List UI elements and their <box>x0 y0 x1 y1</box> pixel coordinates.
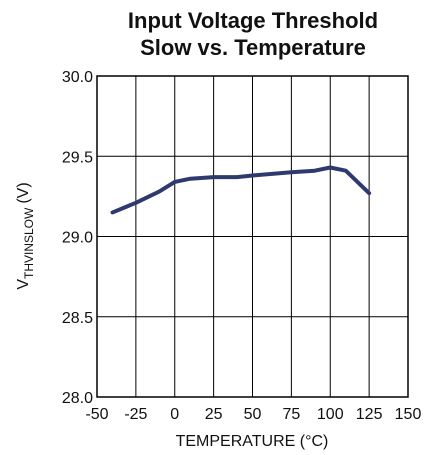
x-tick-label: 150 <box>395 406 422 423</box>
y-tick-label: 29.0 <box>62 230 93 247</box>
x-tick-label: 50 <box>244 406 262 423</box>
y-label-unit: (V) <box>15 182 32 203</box>
y-label-subscript: THVINSLOW <box>22 207 36 279</box>
y-tick-label: 28.0 <box>62 390 93 407</box>
y-axis-label: VTHVINSLOW (V) <box>15 182 36 289</box>
x-tick-label: -25 <box>124 406 147 423</box>
x-tick-label: 25 <box>205 406 223 423</box>
y-tick-label: 29.5 <box>62 149 93 166</box>
x-tick-label: 75 <box>282 406 300 423</box>
x-tick-label: 100 <box>317 406 344 423</box>
y-tick-label: 30.0 <box>62 69 93 86</box>
x-axis-label: TEMPERATURE (°C) <box>176 433 329 450</box>
y-tick-label: 28.5 <box>62 310 93 327</box>
chart-title: Input Voltage Threshold <box>128 8 378 33</box>
x-tick-label: 0 <box>170 406 179 423</box>
x-tick-label: 125 <box>356 406 383 423</box>
x-tick-label: -50 <box>85 406 108 423</box>
data-line <box>110 165 372 215</box>
plot-frame <box>96 75 409 398</box>
y-label-symbol: V <box>15 279 32 290</box>
chart-title: Slow vs. Temperature <box>140 35 366 60</box>
